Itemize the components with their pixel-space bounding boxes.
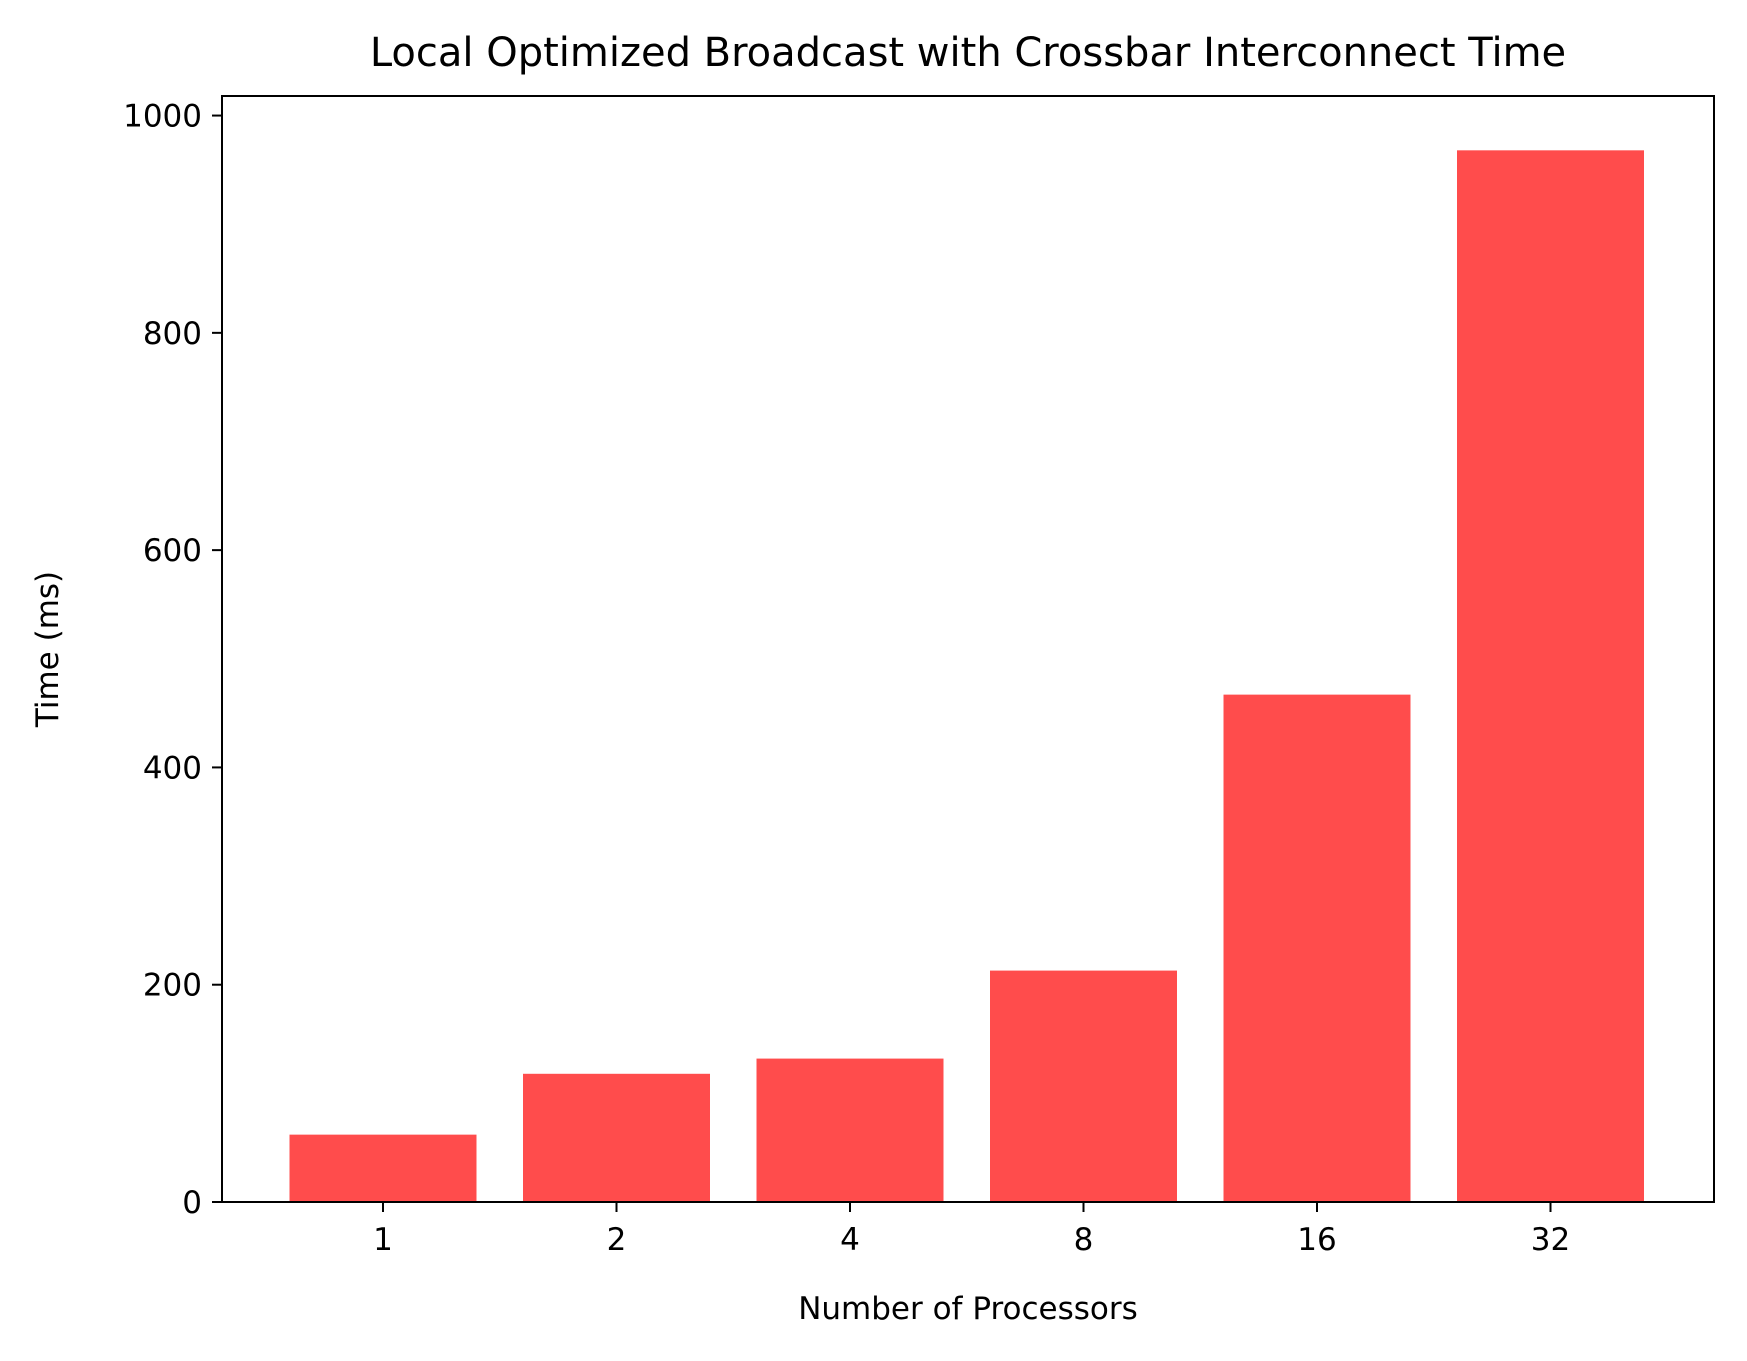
y-tick-label: 200 (143, 968, 202, 1004)
bar-8 (990, 970, 1177, 1202)
y-tick-label: 0 (182, 1185, 202, 1221)
x-axis-ticks: 1 2 4 8 16 32 (373, 1202, 1570, 1258)
bar-1 (289, 1134, 477, 1202)
bar-32 (1457, 150, 1644, 1202)
y-tick-label: 600 (143, 533, 202, 569)
y-axis-ticks: 0 200 400 600 800 1000 (123, 99, 222, 1221)
x-tick-label: 1 (373, 1222, 393, 1258)
bar-2 (523, 1073, 710, 1202)
bar-4 (756, 1058, 944, 1202)
x-tick-label: 16 (1297, 1222, 1336, 1258)
x-tick-label: 8 (1074, 1222, 1094, 1258)
bar-16 (1223, 694, 1411, 1202)
y-axis-label: Time (ms) (30, 571, 66, 728)
bars-layer (289, 150, 1644, 1202)
chart-title: Local Optimized Broadcast with Crossbar … (370, 30, 1566, 76)
y-tick-label: 1000 (123, 99, 202, 135)
x-tick-label: 4 (840, 1222, 860, 1258)
x-tick-label: 2 (607, 1222, 627, 1258)
y-tick-label: 400 (143, 750, 202, 786)
x-axis-label: Number of Processors (798, 1291, 1138, 1327)
plot-frame (221, 95, 1715, 1203)
y-tick-label: 800 (143, 316, 202, 352)
x-tick-label: 32 (1531, 1222, 1570, 1258)
